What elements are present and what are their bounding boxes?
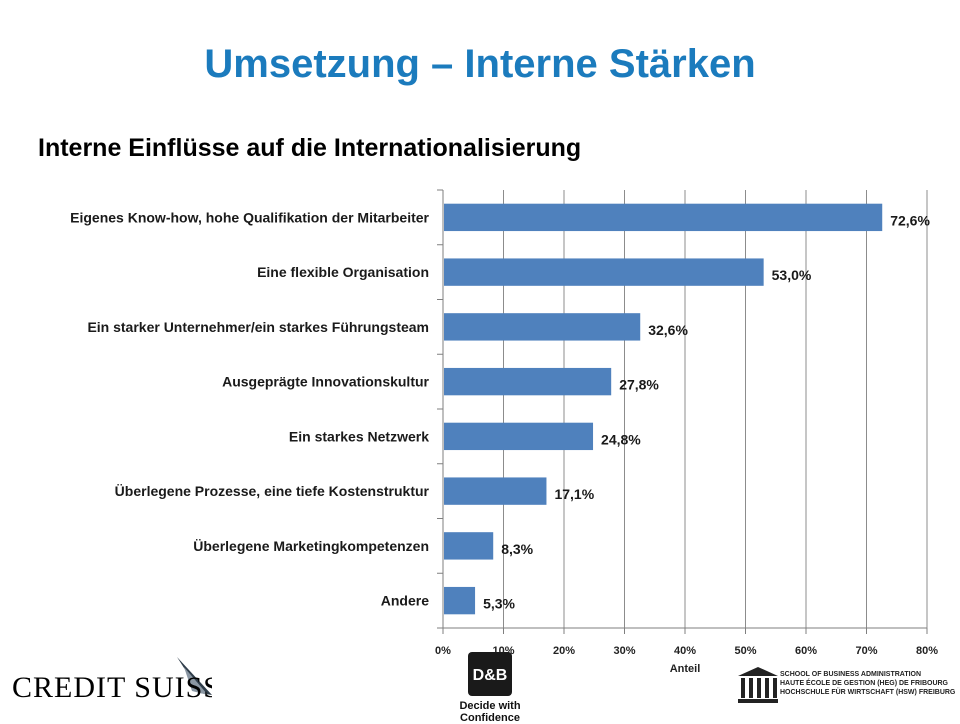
db-mark-text: D&B	[473, 667, 508, 684]
data-label: 32,6%	[648, 322, 688, 338]
labels: 0% 10% 20% 30% 40% 50% 60% 70% 80%Eigenes Know-h…	[70, 209, 938, 675]
x-tick-label: 80%	[916, 645, 938, 657]
school-line-3: HOCHSCHULE FÜR WIRTSCHAFT (HSW) FREIBURG	[780, 689, 956, 696]
x-tick-label: 0%	[435, 645, 451, 657]
category-label: Eigenes Know-how, hohe Qualifikation der…	[70, 209, 429, 225]
db-mark-icon: D&B	[468, 652, 512, 696]
bar	[444, 532, 494, 560]
x-tick-label: 50%	[734, 645, 756, 657]
category-label: Ein starkes Netzwerk	[289, 428, 429, 444]
bar	[444, 258, 764, 286]
category-label: Überlegene Marketingkompetenzen	[193, 538, 429, 554]
data-label: 5,3%	[483, 596, 515, 612]
db-logo: D&B Decide with Confidence	[430, 650, 550, 724]
db-tagline: Decide with Confidence	[459, 700, 521, 724]
bar	[444, 422, 594, 451]
bar	[444, 367, 612, 396]
category-label: Ein starker Unternehmer/ein starkes Führ…	[87, 319, 429, 335]
bar	[444, 477, 547, 505]
grid-lines	[442, 190, 928, 628]
x-tick-label: 60%	[795, 645, 817, 657]
axes	[437, 189, 928, 634]
category-label: Ausgeprägte Innovationskultur	[222, 374, 429, 390]
school-line-1: SCHOOL OF BUSINESS ADMINISTRATION	[780, 671, 922, 678]
data-label: 8,3%	[501, 541, 533, 557]
columns-icon	[738, 667, 778, 703]
x-axis-title: Anteil	[670, 663, 701, 675]
school-line-2: HAUTE ÉCOLE DE GESTION (HEG) DE FRIBOURG	[780, 680, 949, 687]
data-label: 24,8%	[601, 431, 641, 447]
data-label: 72,6%	[890, 212, 930, 228]
bar	[444, 203, 883, 232]
x-tick-label: 40%	[674, 645, 696, 657]
credit-suisse-wordmark: CREDIT SUISSE	[12, 671, 212, 704]
page-title: Umsetzung – Interne Stärken	[204, 42, 756, 86]
chart-subtitle: Interne Einflüsse auf die Internationali…	[38, 134, 582, 162]
data-label: 53,0%	[772, 267, 812, 283]
sails-icon: CREDIT SUISSE	[12, 657, 239, 704]
bars	[444, 203, 883, 615]
bar	[444, 586, 476, 615]
category-label: Andere	[381, 593, 429, 609]
category-label: Überlegene Prozesse, eine tiefe Kostenst…	[115, 483, 430, 499]
bar	[444, 313, 641, 341]
x-tick-label: 20%	[553, 645, 575, 657]
data-label: 17,1%	[554, 486, 594, 502]
data-label: 27,8%	[619, 377, 659, 393]
x-tick-label: 30%	[613, 645, 635, 657]
credit-suisse-logo: CREDIT SUISSE	[12, 655, 239, 710]
category-label: Eine flexible Organisation	[257, 264, 429, 280]
x-tick-label: 70%	[855, 645, 877, 657]
